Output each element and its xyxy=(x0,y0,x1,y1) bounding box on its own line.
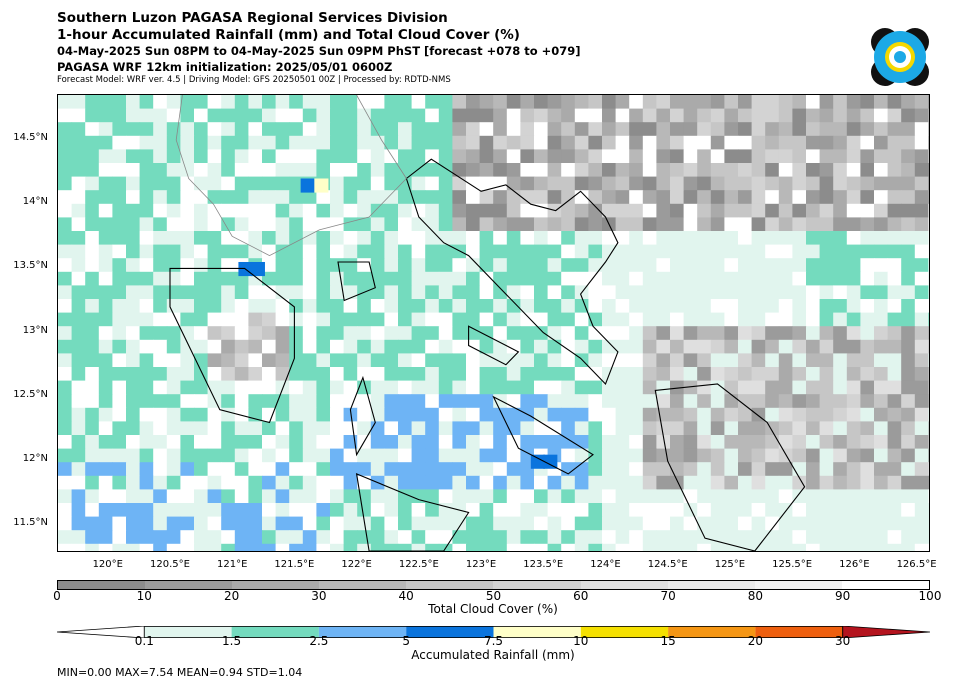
rain-colorbar-tick: 2.5 xyxy=(309,634,329,648)
cloud-cover-colorbar xyxy=(57,580,930,590)
title-product: 1-hour Accumulated Rainfall (mm) and Tot… xyxy=(57,27,520,43)
lon-tick-label: 122.5°E xyxy=(398,559,439,570)
lon-tick-label: 125°E xyxy=(714,559,746,570)
rain-cell-5mm xyxy=(530,454,545,469)
cloud-colorbar-tick: 10 xyxy=(136,589,152,603)
lon-tick-label: 125.5°E xyxy=(772,559,813,570)
lon-tick-label: 123.5°E xyxy=(523,559,564,570)
cloud-colorbar-tick: 20 xyxy=(223,589,240,603)
rain-colorbar-tick: 30 xyxy=(835,634,851,648)
rain-colorbar-segment xyxy=(668,626,756,638)
rain-colorbar-tick: 7.5 xyxy=(483,634,504,648)
cloud-colorbar-tick: 40 xyxy=(398,589,414,603)
cloud-colorbar-segment xyxy=(667,581,755,589)
statistics-text: MIN=0.00 MAX=7.54 MEAN=0.94 STD=1.04 xyxy=(57,666,303,679)
pagasa-logo xyxy=(870,27,930,87)
rain-colorbar-segment xyxy=(755,626,843,638)
lon-tick-label: 126.5°E xyxy=(896,559,937,570)
coastline xyxy=(355,473,470,551)
rainfall-cloud-grid xyxy=(58,95,929,551)
rain-colorbar-max-extension xyxy=(842,626,930,638)
coastline xyxy=(468,325,520,366)
cloud-colorbar-segment xyxy=(841,581,929,589)
title-valid-time: 04-May-2025 Sun 08PM to 04-May-2025 Sun … xyxy=(57,44,581,58)
rain-colorbar-tick: 1.5 xyxy=(222,634,242,648)
rain-colorbar-tick: 0.1 xyxy=(134,634,154,648)
coastline xyxy=(337,261,376,302)
rain-colorbar-segment xyxy=(580,626,669,638)
coastline xyxy=(349,375,376,457)
lon-tick-label: 124.5°E xyxy=(647,559,688,570)
rain-colorbar-min-extension xyxy=(57,626,145,638)
lat-tick-label: 12.5°N xyxy=(13,388,48,400)
cloud-colorbar-segment xyxy=(754,581,842,589)
lat-tick-label: 14°N xyxy=(22,196,48,208)
rainfall-colorbar xyxy=(57,626,930,638)
lat-tick-label: 12°N xyxy=(22,453,48,465)
rain-cell-5mm xyxy=(250,261,265,277)
title-region: Southern Luzon PAGASA Regional Services … xyxy=(57,10,448,26)
grid-cells xyxy=(58,95,929,551)
cloud-colorbar-tick: 0 xyxy=(53,589,61,603)
rain-colorbar-segment xyxy=(144,626,232,638)
map-plot-area xyxy=(57,94,930,552)
lon-tick-label: 121°E xyxy=(216,559,248,570)
cloud-colorbar-tick: 100 xyxy=(918,589,942,603)
cloud-colorbar-segment xyxy=(145,581,233,589)
cloud-colorbar-tick: 90 xyxy=(835,589,851,603)
rain-colorbar-tick: 15 xyxy=(660,634,676,648)
cloud-colorbar-title: Total Cloud Cover (%) xyxy=(428,602,558,616)
lon-tick-label: 126°E xyxy=(839,559,870,570)
coastline xyxy=(169,267,295,424)
coastline xyxy=(654,383,806,551)
cloud-colorbar-tick: 30 xyxy=(311,589,327,603)
title-initialization: PAGASA WRF 12km initialization: 2025/05/… xyxy=(57,60,393,74)
cloud-colorbar-segment xyxy=(580,581,668,589)
cloud-colorbar-segment xyxy=(319,581,407,589)
lon-tick-label: 124°E xyxy=(590,559,621,570)
coastline-luzon xyxy=(175,95,407,257)
lon-tick-label: 122°E xyxy=(341,559,372,570)
rain-colorbar-segment xyxy=(231,626,319,638)
lon-tick-label: 123°E xyxy=(465,559,497,570)
rain-cell-7-5mm xyxy=(314,178,329,193)
rain-colorbar-segment xyxy=(318,626,407,638)
lat-tick-label: 11.5°N xyxy=(13,517,48,529)
lon-tick-label: 121.5°E xyxy=(274,559,315,570)
coastline xyxy=(492,395,594,475)
cloud-colorbar-tick: 60 xyxy=(573,589,589,603)
lat-tick-label: 13°N xyxy=(22,324,48,336)
max-rain-cell xyxy=(300,178,315,193)
cloud-colorbar-segment xyxy=(406,581,494,589)
lon-tick-label: 120.5°E xyxy=(150,559,190,570)
cloud-colorbar-segment xyxy=(493,581,581,589)
rain-colorbar-tick: 10 xyxy=(573,634,589,648)
cloud-colorbar-tick: 50 xyxy=(485,589,502,603)
lat-tick-label: 13.5°N xyxy=(13,260,48,272)
rain-cell-5mm xyxy=(543,454,558,469)
cloud-colorbar-tick: 70 xyxy=(660,589,676,603)
cloud-colorbar-tick: 80 xyxy=(747,589,764,603)
coastline xyxy=(405,158,619,386)
title-model-info: Forecast Model: WRF ver. 4.5 | Driving M… xyxy=(57,75,451,85)
cloud-colorbar-segment xyxy=(232,581,320,589)
rain-colorbar-segment xyxy=(493,626,581,638)
lat-tick-label: 14.5°N xyxy=(13,131,48,143)
rain-colorbar-tick: 20 xyxy=(747,634,764,648)
rain-colorbar-tick: 5 xyxy=(402,634,411,648)
cloud-colorbar-segment xyxy=(58,581,146,589)
rain-colorbar-title: Accumulated Rainfall (mm) xyxy=(411,648,575,662)
rain-colorbar-segment xyxy=(406,626,494,638)
lon-tick-label: 120°E xyxy=(92,559,123,570)
